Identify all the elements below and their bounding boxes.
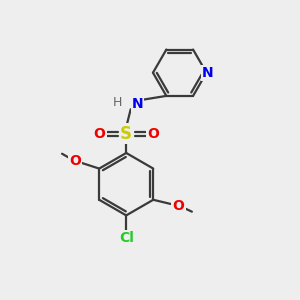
Text: O: O <box>70 154 81 168</box>
Text: O: O <box>172 199 184 213</box>
Text: S: S <box>120 125 132 143</box>
Text: H: H <box>112 96 122 109</box>
Text: N: N <box>202 66 214 80</box>
Text: Cl: Cl <box>119 231 134 245</box>
Text: O: O <box>94 127 105 141</box>
Text: O: O <box>147 127 159 141</box>
Text: N: N <box>132 97 144 111</box>
